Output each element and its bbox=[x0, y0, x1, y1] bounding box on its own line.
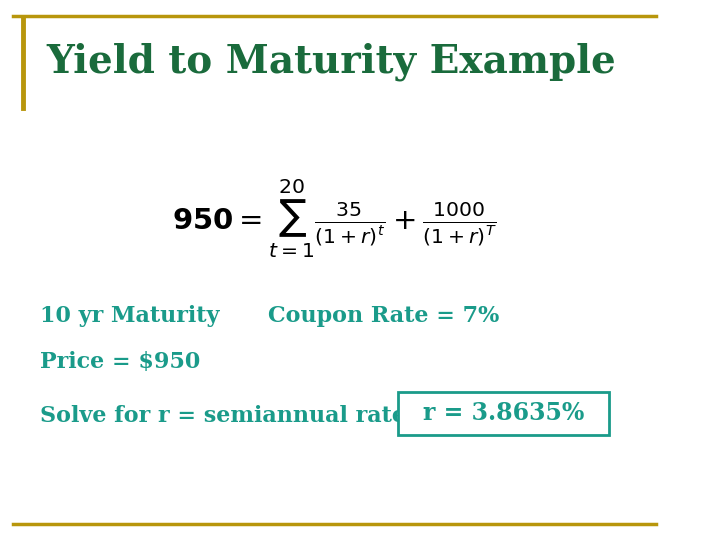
Text: Price = $950: Price = $950 bbox=[40, 351, 200, 373]
Text: $\mathbf{950} = \sum_{t=1}^{20} \frac{35}{(1+r)^{t}} + \frac{1000}{(1+r)^{T}}$: $\mathbf{950} = \sum_{t=1}^{20} \frac{35… bbox=[172, 178, 497, 260]
Text: Solve for r = semiannual rate: Solve for r = semiannual rate bbox=[40, 405, 406, 427]
Text: r = 3.8635%: r = 3.8635% bbox=[423, 401, 584, 425]
Text: Yield to Maturity Example: Yield to Maturity Example bbox=[47, 43, 616, 82]
FancyBboxPatch shape bbox=[398, 392, 609, 435]
Text: Coupon Rate = 7%: Coupon Rate = 7% bbox=[268, 305, 499, 327]
Text: 10 yr Maturity: 10 yr Maturity bbox=[40, 305, 220, 327]
